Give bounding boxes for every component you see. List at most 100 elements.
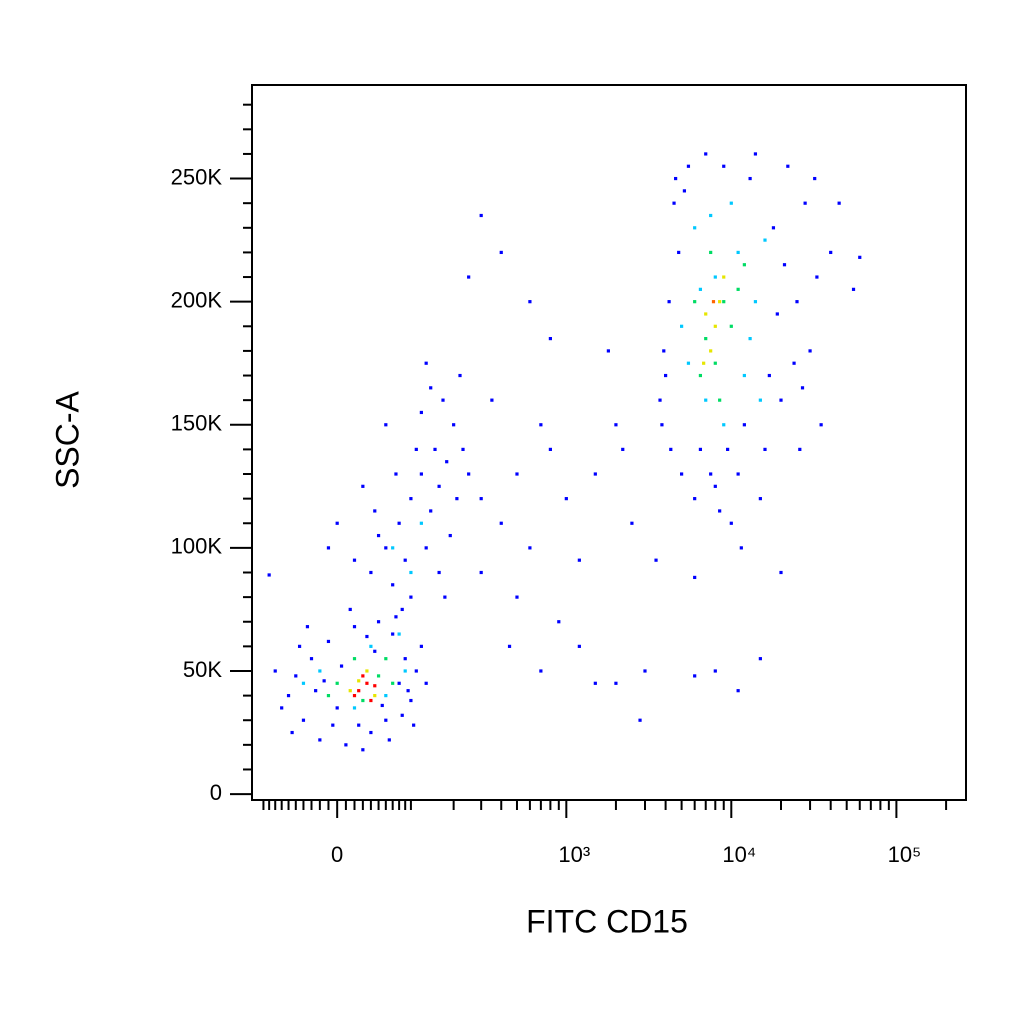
- data-point: [412, 723, 416, 727]
- data-point: [680, 472, 684, 476]
- data-point: [528, 300, 532, 304]
- data-point: [397, 632, 401, 636]
- data-point: [528, 546, 532, 550]
- data-point: [803, 201, 807, 205]
- data-point: [361, 748, 365, 752]
- data-point: [709, 472, 713, 476]
- data-point: [758, 398, 762, 402]
- data-point: [763, 447, 767, 451]
- data-point: [326, 694, 331, 698]
- data-point: [335, 706, 339, 710]
- data-point: [352, 694, 357, 698]
- x-tick-label: 10³: [558, 842, 590, 867]
- data-point: [352, 706, 357, 710]
- y-tick-label: 0: [210, 780, 222, 805]
- data-point: [424, 361, 428, 365]
- data-point: [677, 250, 681, 255]
- data-point: [713, 361, 717, 365]
- data-point: [614, 423, 618, 427]
- data-point: [758, 657, 762, 661]
- data-point: [548, 336, 552, 341]
- data-point: [742, 373, 746, 378]
- data-point: [654, 558, 658, 562]
- data-point: [397, 521, 401, 525]
- data-point: [429, 386, 433, 390]
- data-point: [331, 723, 335, 727]
- data-point: [305, 625, 310, 629]
- data-point: [829, 250, 833, 255]
- data-point: [758, 497, 762, 501]
- data-point: [786, 164, 790, 168]
- data-point: [369, 644, 373, 648]
- data-point: [713, 275, 717, 279]
- data-point: [429, 509, 433, 513]
- data-point: [693, 300, 697, 304]
- data-point: [621, 447, 625, 451]
- data-point: [674, 176, 678, 181]
- y-tick-label: 50K: [183, 657, 222, 682]
- data-point: [437, 570, 441, 575]
- data-point: [813, 176, 817, 181]
- data-point: [400, 713, 404, 717]
- data-point: [658, 398, 662, 402]
- x-tick-label: 10⁴: [722, 842, 756, 867]
- data-point: [718, 398, 722, 402]
- data-point: [729, 521, 733, 525]
- data-point: [369, 698, 373, 703]
- data-point: [357, 723, 361, 727]
- data-point: [782, 263, 787, 267]
- data-point: [815, 275, 819, 279]
- x-tick-label: 0: [331, 842, 343, 867]
- data-point: [419, 644, 423, 648]
- data-point: [361, 698, 365, 703]
- data-point: [380, 703, 384, 708]
- data-point: [702, 361, 706, 365]
- x-axis-title: FITC CD15: [526, 903, 688, 939]
- data-point: [767, 373, 771, 378]
- data-point: [736, 250, 740, 255]
- data-point: [729, 324, 733, 328]
- data-point: [709, 250, 713, 255]
- data-point: [384, 718, 388, 722]
- data-point: [837, 201, 841, 205]
- data-point: [467, 275, 471, 279]
- data-point: [739, 546, 743, 550]
- data-point: [419, 410, 423, 415]
- data-point: [771, 226, 776, 230]
- data-point: [400, 607, 404, 612]
- data-point: [326, 546, 331, 550]
- data-point: [704, 312, 708, 316]
- data-point: [722, 300, 726, 304]
- data-point: [795, 300, 799, 304]
- data-point: [391, 583, 395, 587]
- data-point: [704, 398, 708, 402]
- data-point: [424, 546, 428, 550]
- data-point: [593, 472, 597, 476]
- data-point: [664, 373, 668, 378]
- data-point: [373, 694, 377, 698]
- data-point: [736, 287, 740, 291]
- data-point: [424, 681, 428, 685]
- x-tick-label: 10⁵: [888, 842, 922, 867]
- data-point: [742, 263, 746, 267]
- data-point: [376, 674, 381, 678]
- data-point: [322, 679, 326, 683]
- data-point: [452, 423, 456, 427]
- data-point: [376, 533, 381, 538]
- data-point: [433, 447, 437, 451]
- data-point: [704, 152, 708, 156]
- data-point: [357, 689, 361, 693]
- data-point: [361, 484, 365, 488]
- data-point: [479, 497, 483, 501]
- data-point: [309, 657, 314, 661]
- data-point: [713, 484, 717, 488]
- data-point: [455, 497, 459, 501]
- data-point: [419, 521, 423, 525]
- data-point: [373, 509, 377, 513]
- data-point: [461, 447, 465, 451]
- data-point: [326, 639, 331, 644]
- data-point: [301, 681, 306, 685]
- plot-frame: [251, 84, 967, 801]
